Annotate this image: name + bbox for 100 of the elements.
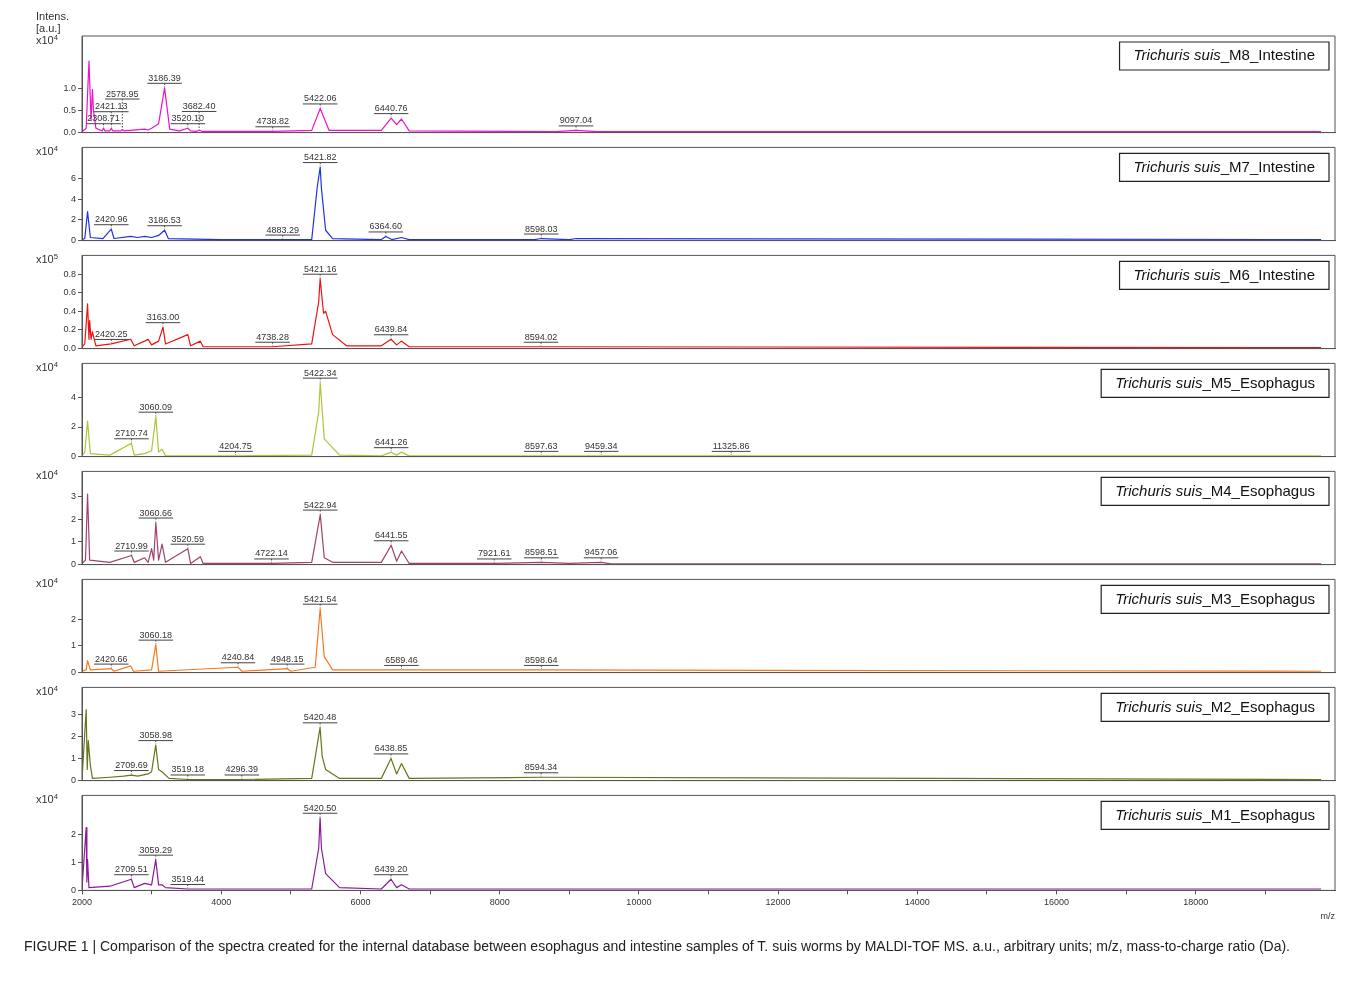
x-tick-label: 4000 [211, 897, 232, 908]
annotation: 3060.18 [139, 629, 173, 640]
annotation: 4738.82 [256, 116, 289, 127]
annotation: 9459.34 [584, 440, 618, 451]
x-tick-label: 10000 [626, 897, 652, 908]
annotation: 8594.02 [524, 331, 558, 342]
annotation: 4296.39 [225, 764, 259, 775]
y-tick-label: 0.6 [63, 287, 76, 298]
text: Trichuris suis_M4_Esophagus [1115, 481, 1316, 499]
annotation: 2578.95 [106, 88, 139, 99]
y-tick-label: 2 [70, 513, 76, 524]
annotation: 2420.25 [94, 328, 128, 339]
y-tick-label: 2 [70, 613, 76, 624]
y-tick-label: 1 [70, 856, 76, 867]
text: Trichuris suis_M3_Esophagus [1115, 589, 1316, 607]
annotation: 4204.75 [219, 440, 252, 451]
x-tick-label: 12000 [765, 897, 791, 908]
y-tick-label: 2 [70, 421, 76, 432]
annotation: 6441.55 [374, 530, 408, 541]
text: Trichuris suis_M2_Esophagus [1115, 697, 1316, 715]
annotation: 8597.63 [524, 440, 558, 451]
y-tick-label: 0 [70, 559, 76, 570]
y-tick-label: 0.5 [63, 105, 76, 116]
annotation: 4738.28 [256, 331, 289, 342]
annotation: 6439.84 [374, 324, 408, 335]
annotation: 9097.04 [559, 115, 593, 126]
annotation: 3519.18 [171, 764, 205, 775]
annotation: 2709.69 [115, 760, 148, 771]
y-tick-label: 1 [70, 752, 76, 763]
annotation: 3682.40 [182, 100, 216, 111]
annotation: 6438.85 [374, 743, 408, 754]
annotation: 2709.51 [115, 864, 148, 875]
annotation: 3058.98 [139, 730, 172, 741]
annotation: 6589.46 [385, 654, 418, 665]
text: Trichuris suis_M7_Intestine [1133, 157, 1316, 175]
y-tick-label: 0.4 [63, 305, 76, 316]
y-tick-label: 0 [70, 667, 76, 678]
text: Trichuris suis_M8_Intestine [1133, 46, 1316, 64]
annotation: 8598.64 [525, 654, 558, 665]
annotation: 5422.94 [304, 499, 337, 510]
x-tick-label: 16000 [1044, 897, 1070, 908]
annotation: 2710.99 [115, 540, 148, 551]
y-tick-label: 0 [70, 775, 76, 786]
y-tick-label: 0 [70, 451, 76, 462]
y-tick-label: 3 [70, 490, 76, 501]
y-tick-label: 1 [70, 536, 76, 547]
annotation: 3520.59 [171, 533, 205, 544]
annotation: 6439.20 [374, 864, 408, 875]
y-tick-label: 0.2 [63, 324, 76, 335]
annotation: 4883.29 [266, 224, 299, 235]
y-tick-label: 6 [70, 172, 76, 183]
y-tick-label: 2 [70, 730, 76, 741]
annotation: 9457.06 [584, 547, 618, 558]
annotation: 8594.34 [524, 762, 558, 773]
y-tick-label: 2 [70, 829, 76, 839]
x-tick-label: 2000 [71, 897, 93, 908]
y-tick-label: 0.8 [63, 268, 76, 279]
annotation: 3186.39 [148, 72, 181, 83]
annotation: 3060.66 [139, 507, 173, 518]
y-tick-label: 1 [70, 640, 76, 651]
annotation: 5420.50 [303, 802, 337, 813]
x-tick-label: 18000 [1183, 897, 1209, 908]
text: Trichuris suis_M1_Esophagus [1115, 805, 1316, 823]
x-tick-label: 8000 [489, 897, 510, 908]
annotation: 2710.74 [115, 428, 148, 439]
annotation: 3163.00 [146, 312, 180, 323]
caption: FIGURE 1 | Comparison of the spectra created for the internal database between esophagus and intestine samples of T. suis worms by MALDI-TOF MS. a.u., arbitrary units; m/z, mass-to-charge ratio (Da). [24, 937, 1291, 956]
y-tick-label: 0.0 [63, 343, 76, 354]
annotation: 6364.60 [369, 221, 403, 232]
annotation: 8598.51 [525, 547, 558, 558]
annotation: 3519.44 [171, 874, 205, 884]
x-tick-label: 14000 [904, 897, 930, 908]
x-axis-title: m/z [1320, 911, 1336, 922]
annotation: 5421.82 [303, 152, 337, 163]
annotation: 4948.15 [270, 653, 304, 664]
annotation: 5422.06 [303, 93, 337, 104]
annotation: 3186.53 [148, 215, 181, 226]
annotation: 6440.76 [374, 103, 408, 114]
x-tick-label: 6000 [350, 897, 371, 908]
text: Trichuris suis_M6_Intestine [1133, 265, 1316, 283]
annotation: 3520.10 [171, 113, 205, 124]
y-tick-label: 2 [70, 214, 76, 225]
annotation: 5421.16 [303, 263, 337, 274]
annotation: 7921.61 [477, 548, 511, 559]
annotation: 11325.86 [712, 440, 750, 451]
annotation: 4722.14 [255, 548, 288, 559]
annotation: 8598.03 [525, 223, 558, 234]
annotation: 3060.09 [139, 401, 173, 412]
y-tick-label: 1.0 [63, 83, 76, 94]
annotation: 3059.29 [139, 844, 173, 855]
y-tick-label: 0 [70, 235, 76, 246]
annotation: 5422.34 [303, 367, 337, 378]
y-tick-label: 0 [70, 884, 76, 895]
y-tick-label: 3 [70, 708, 76, 719]
annotation: 5420.48 [303, 712, 337, 723]
y-tick-label: 0.0 [63, 127, 76, 138]
annotation: 2420.66 [95, 653, 128, 664]
annotation: 5421.54 [303, 593, 337, 604]
y-tick-label: 4 [70, 391, 76, 402]
y-tick-label: 4 [70, 193, 76, 204]
